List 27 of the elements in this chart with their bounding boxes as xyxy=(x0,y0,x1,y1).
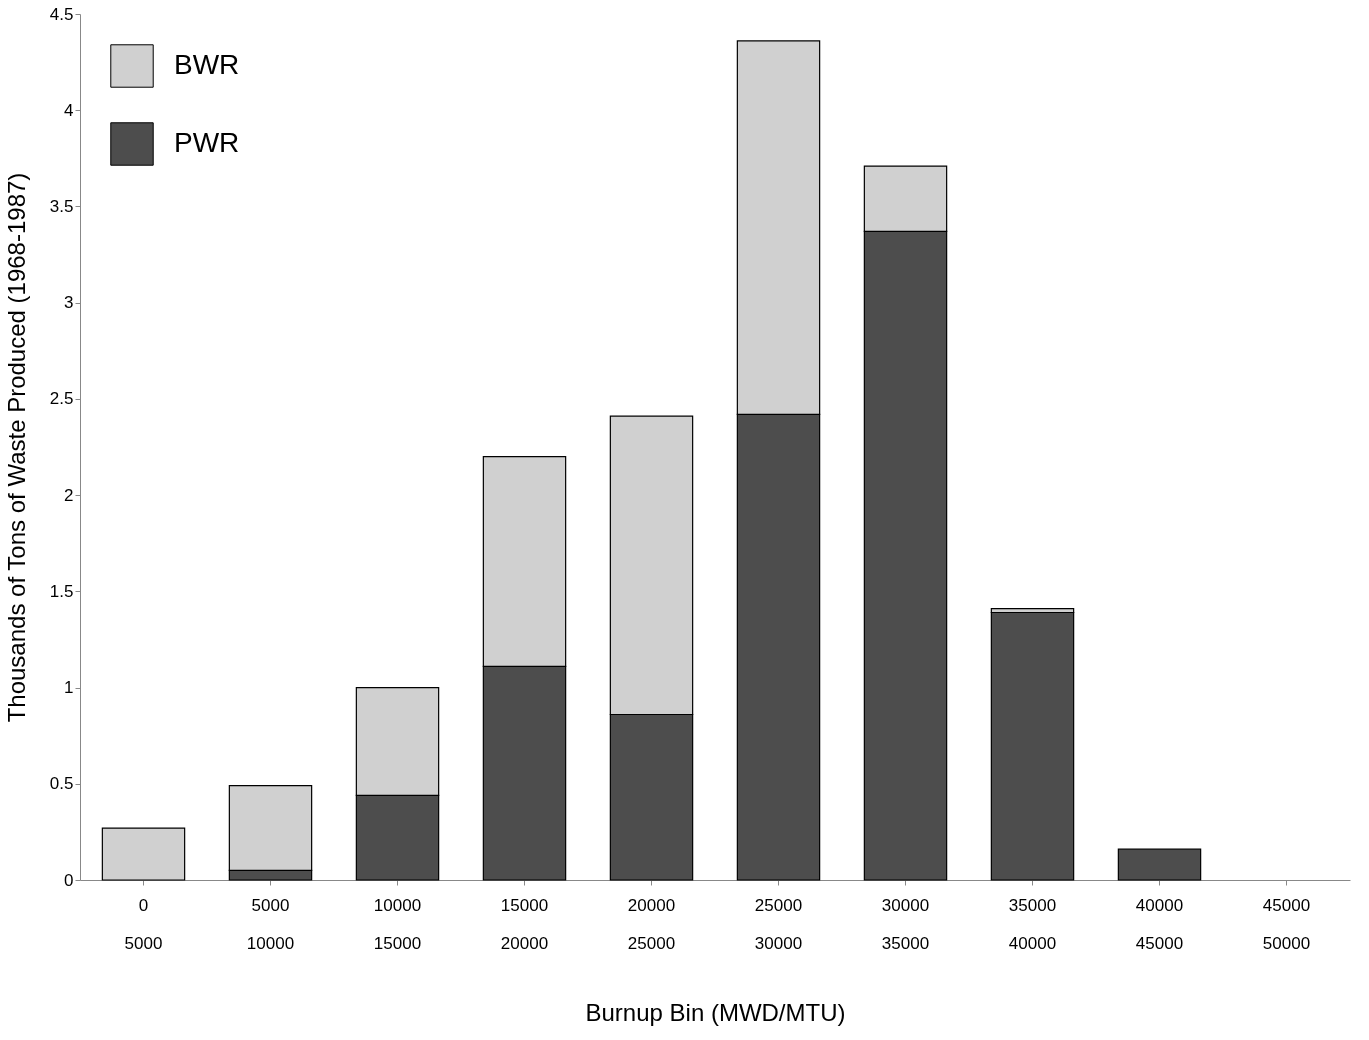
y-tick-label: 1.5 xyxy=(49,581,74,601)
bar xyxy=(101,827,186,881)
y-tick-label: 4 xyxy=(64,100,74,120)
x-tick-label: 15000 20000 xyxy=(500,895,549,953)
bar xyxy=(1117,848,1202,881)
legend-label: PWR xyxy=(174,127,240,158)
y-tick-label: 0.5 xyxy=(49,774,74,794)
y-axis-title: Thousands of Tons of Waste Produced (1968-1987) xyxy=(2,172,30,723)
x-tick-label: 0 5000 xyxy=(124,895,163,953)
x-tick-label: 30000 35000 xyxy=(881,895,930,953)
x-tick-label: 35000 40000 xyxy=(1008,895,1057,953)
y-tick-label: 1 xyxy=(64,678,74,698)
y-tick-label: 2 xyxy=(64,485,74,505)
y-tick-label: 3 xyxy=(64,293,74,313)
legend-label: BWR xyxy=(174,49,240,80)
bar xyxy=(990,611,1075,881)
x-tick-label: 45000 50000 xyxy=(1262,895,1311,953)
x-axis-title: Burnup Bin (MWD/MTU) xyxy=(585,998,846,1026)
y-tick-label: 3.5 xyxy=(49,196,74,216)
x-tick-label: 25000 30000 xyxy=(754,895,803,953)
y-tick-label: 4.5 xyxy=(49,4,74,24)
x-tick-label: 5000 10000 xyxy=(246,895,295,953)
x-tick-label: 10000 15000 xyxy=(373,895,422,953)
y-tick-label: 2.5 xyxy=(49,389,74,409)
y-tick-label: 0 xyxy=(64,870,74,890)
x-tick-label: 20000 25000 xyxy=(627,895,676,953)
x-tick-label: 40000 45000 xyxy=(1135,895,1184,953)
